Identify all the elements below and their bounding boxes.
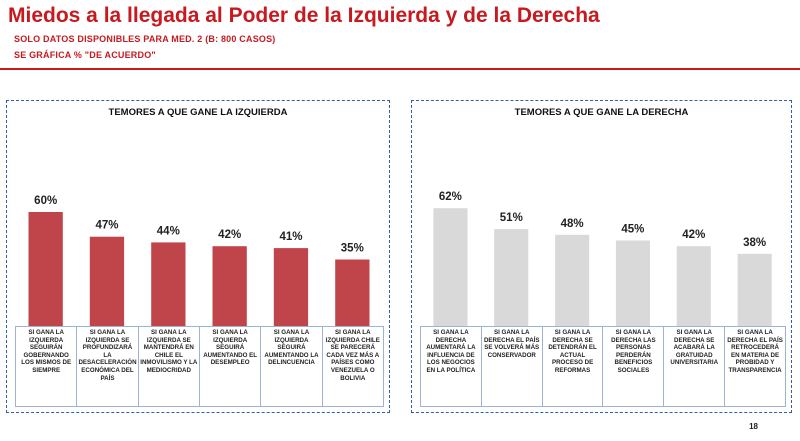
chart-title-izquierda: TEMORES A QUE GANE LA IZQUIERDA — [108, 107, 288, 118]
category-label-derecha-2: SI GANA LA DERECHA SE DETENDRÁN EL ACTUA… — [541, 326, 604, 407]
category-label-izquierda-5: SI GANA LA IZQUIERDA CHILE SE PARECERÁ C… — [321, 326, 384, 407]
bar-derecha-4 — [676, 246, 711, 326]
bar-izquierda-1 — [89, 236, 125, 326]
bar-derecha-2 — [555, 234, 590, 326]
bar-derecha-3 — [615, 240, 650, 326]
bar-chart-derecha: 62% 51% 48% 45% 42% 38% — [433, 191, 772, 326]
category-label-izquierda-3: SI GANA LA IZQUIERDA SEGUIRÁ AUMENTANDO … — [198, 326, 262, 407]
category-label-izquierda-2: SI GANA LA IZQUIERDA SE MANTENDRÁ EN CHI… — [137, 326, 200, 407]
chart-panel-derecha: TEMORES A QUE GANE LA DERECHA 62% 51% 48% 4… — [411, 100, 792, 413]
page-subtitle-sample: SOLO DATOS DISPONIBLES PARA MED. 2 (B: 8… — [14, 34, 276, 44]
bar-label-derecha-3: 45% — [621, 224, 644, 236]
category-row-derecha: SI GANA LA DERECHA AUMENTARÁ LA INFLUENC… — [420, 326, 786, 407]
title-divider — [0, 68, 800, 70]
bar-izquierda-0 — [28, 212, 63, 326]
chart-title-derecha: TEMORES A QUE GANE LA DERECHA — [514, 107, 689, 118]
category-label-derecha-3: SI GANA LA DERECHA LAS PERSONAS PERDERÁN… — [602, 326, 665, 407]
bar-izquierda-3 — [212, 246, 247, 326]
bar-label-izquierda-1: 47% — [95, 220, 118, 232]
bar-label-derecha-4: 42% — [682, 229, 705, 241]
bar-label-izquierda-2: 44% — [157, 225, 180, 237]
category-label-derecha-5: SI GANA LA DERECHA EL PAÍS RETROCEDERÁ E… — [724, 326, 786, 407]
bar-label-izquierda-5: 35% — [341, 243, 364, 255]
category-table-derecha: SI GANA LA DERECHA AUMENTARÁ LA INFLUENC… — [420, 326, 786, 407]
category-label-izquierda-1: SI GANA LA IZQUIERDA SE PROFUNDIZARÁ LA … — [76, 326, 139, 407]
category-row-izquierda: SI GANA LA IZQUIERDA SEGUIRÁN GOBERNANDO… — [14, 326, 384, 407]
bar-chart-izquierda: 60% 47% 44% 42% 41% 35% — [28, 195, 370, 326]
page-number: 18 — [749, 422, 758, 431]
category-label-izquierda-4: SI GANA LA IZQUIERDA SEGUIRÁ AUMENTANDO … — [260, 326, 323, 407]
bar-label-izquierda-0: 60% — [34, 195, 57, 207]
category-table-izquierda: SI GANA LA IZQUIERDA SEGUIRÁN GOBERNANDO… — [14, 326, 384, 407]
bar-derecha-5 — [737, 253, 772, 326]
page-subtitle-metric: SE GRÁFICA % "DE ACUERDO" — [14, 50, 156, 60]
bar-label-izquierda-3: 42% — [218, 229, 241, 241]
bar-label-derecha-2: 48% — [561, 218, 584, 230]
category-label-derecha-0: SI GANA LA DERECHA AUMENTARÁ LA INFLUENC… — [420, 326, 482, 407]
bar-label-derecha-5: 38% — [743, 237, 766, 249]
category-label-izquierda-0: SI GANA LA IZQUIERDA SEGUIRÁN GOBERNANDO… — [14, 326, 78, 407]
bar-derecha-1 — [494, 229, 529, 326]
bar-derecha-0 — [433, 208, 468, 326]
bar-label-derecha-0: 62% — [439, 191, 462, 203]
bar-izquierda-2 — [151, 242, 186, 326]
bar-izquierda-4 — [273, 248, 309, 326]
bar-label-izquierda-4: 41% — [279, 231, 302, 243]
page-title: Miedos a la llegada al Poder de la Izqui… — [8, 4, 600, 27]
bar-izquierda-5 — [335, 259, 370, 326]
category-label-derecha-1: SI GANA LA DERECHA EL PAÍS SE VOLVERÁ MÁ… — [480, 326, 543, 407]
chart-panel-izquierda: TEMORES A QUE GANE LA IZQUIERDA 60% 47% 44… — [6, 100, 390, 413]
category-label-derecha-4: SI GANA LA DERECHA SE ACABARÁ LA GRATUID… — [663, 326, 726, 407]
bar-label-derecha-1: 51% — [500, 212, 523, 224]
